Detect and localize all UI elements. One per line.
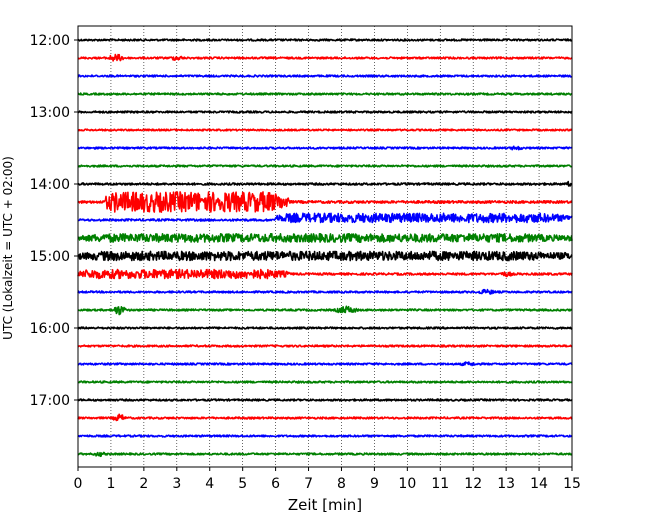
trace-1700 (77, 398, 573, 402)
trace-1345 (77, 164, 573, 168)
trace-1515 (77, 268, 573, 280)
trace-1315 (77, 128, 573, 132)
y-tick-label: 13:00 (30, 105, 70, 121)
plot-background (78, 26, 572, 467)
trace-1715 (77, 413, 573, 422)
trace-1445 (77, 233, 573, 243)
y-tick-label: 12:00 (30, 33, 70, 49)
x-tick-label: 11 (431, 476, 449, 492)
x-tick-label: 5 (238, 476, 247, 492)
trace-1645 (77, 380, 573, 384)
trace-1600 (77, 326, 573, 330)
x-tick-label: 12 (464, 476, 482, 492)
x-tick-label: 6 (271, 476, 280, 492)
y-tick-label: 16:00 (30, 321, 70, 337)
x-tick-label: 13 (497, 476, 515, 492)
trace-1500 (77, 250, 573, 262)
x-tick-label: 4 (205, 476, 214, 492)
plot-area (78, 26, 572, 467)
x-tick-label: 10 (398, 476, 416, 492)
trace-1745 (77, 451, 573, 458)
trace-1200 (77, 38, 573, 42)
trace-1545 (77, 305, 573, 316)
y-axis-ticks: 12:00 13:00 14:00 15:00 16:00 17:00 (30, 33, 78, 409)
trace-1430 (77, 212, 573, 224)
trace-1230 (77, 74, 573, 78)
y-tick-label: 17:00 (30, 393, 70, 409)
trace-1330 (77, 145, 573, 151)
trace-1630 (77, 361, 573, 367)
x-tick-label: 2 (139, 476, 148, 492)
plot-border (77, 25, 573, 468)
y-axis-label: UTC (Lokalzeit = UTC + 02:00) (1, 156, 15, 340)
traces (77, 25, 573, 468)
x-tick-label: 8 (337, 476, 346, 492)
x-tick-label: 9 (370, 476, 379, 492)
trace-1730 (77, 434, 573, 438)
x-axis-label: Zeit [min] (288, 496, 362, 514)
trace-1615 (77, 344, 573, 348)
trace-1415 (77, 191, 573, 213)
y-tick-label: 14:00 (30, 177, 70, 193)
y-tick-label: 15:00 (30, 249, 70, 265)
x-tick-label: 14 (530, 476, 548, 492)
trace-1530 (77, 288, 573, 295)
x-axis-ticks: 0 1 2 3 4 5 6 7 8 9 10 11 12 13 14 15 (74, 467, 581, 492)
trace-1245 (77, 92, 573, 96)
x-tick-label: 7 (304, 476, 313, 492)
trace-1400 (77, 180, 573, 187)
x-tick-label: 3 (172, 476, 181, 492)
x-tick-label: 15 (563, 476, 581, 492)
trace-1300 (77, 110, 573, 114)
trace-1215 (77, 53, 573, 62)
x-tick-label: 1 (106, 476, 115, 492)
x-tick-label: 0 (74, 476, 83, 492)
